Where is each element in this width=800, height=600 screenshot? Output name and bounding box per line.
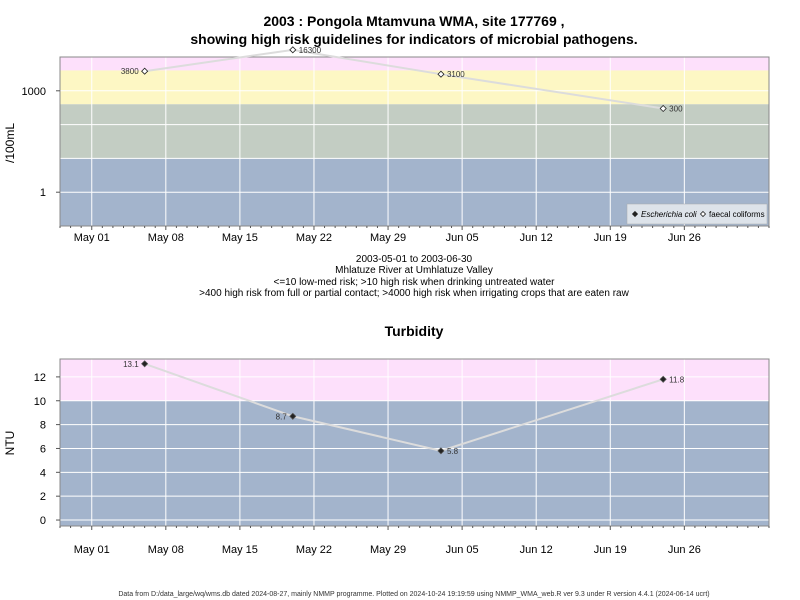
chart1-series-line (144, 48, 664, 110)
chart1-data-point (437, 70, 445, 78)
chart2-x-tick-label: May 01 (74, 544, 110, 556)
chart2-y-tick-label: 10 (34, 396, 46, 408)
chart1-data-label: 3100 (447, 70, 465, 79)
chart2-x-tick-label: May 08 (148, 544, 184, 556)
chart2-x-tick-label: Jun 12 (520, 544, 553, 556)
chart1-risk-band (60, 70, 769, 105)
chart2-y-tick-label: 2 (40, 491, 46, 503)
chart1-x-tick-label: Jun 19 (594, 232, 627, 244)
legend-box (626, 203, 768, 225)
legend-marker (631, 210, 639, 218)
chart2-frame (59, 358, 770, 527)
chart1-y-tick-label: 1000 (22, 86, 46, 98)
chart2-data-point (437, 447, 445, 455)
chart2-y-tick-label: 0 (40, 515, 46, 527)
chart1-y-tick-label: 1 (40, 187, 46, 199)
caption-site-name: Mhlatuze River at Umhlatuze Valley (335, 265, 493, 276)
chart1-risk-band (60, 57, 769, 71)
chart2-y-axis-label: NTU (3, 431, 17, 456)
chart2-data-label: 5.8 (447, 447, 459, 456)
chart1-data-label: 3800 (121, 67, 139, 76)
chart2-x-tick-label: May 22 (296, 544, 332, 556)
chart1-data-point (141, 67, 149, 75)
chart2-risk-band (60, 359, 769, 401)
chart2-data-point (289, 412, 297, 420)
chart2-data-point (141, 360, 149, 368)
chart1-x-tick-label: May 01 (74, 232, 110, 244)
caption-drinking-guideline: <=10 low-med risk; >10 high risk when dr… (274, 277, 556, 288)
legend-label: Escherichia coli (641, 210, 697, 219)
chart1-x-tick-label: May 22 (296, 232, 332, 244)
chart1-data-label: 300 (669, 104, 683, 113)
chart2-x-tick-label: Jun 19 (594, 544, 627, 556)
chart1-y-axis-label: /100mL (3, 123, 17, 163)
chart1-x-tick-label: Jun 05 (446, 232, 479, 244)
caption-date-range: 2003-05-01 to 2003-06-30 (356, 254, 473, 265)
chart2-x-tick-label: Jun 26 (668, 544, 701, 556)
chart1-x-tick-label: May 29 (370, 232, 406, 244)
chart2-y-tick-label: 4 (40, 467, 46, 479)
chart2-x-tick-label: May 15 (222, 544, 258, 556)
footer-note: Data from D:/data_large/wq/wms.db dated … (118, 591, 709, 598)
chart1-data-label: 16300 (299, 46, 322, 55)
chart1-x-tick-label: Jun 26 (668, 232, 701, 244)
chart2-plot-area: May 01 May 08 May 15 May 22 May 29 Jun 05 Jun … (34, 358, 770, 556)
chart1-data-point (659, 104, 667, 113)
chart1-legend: Escherichia coli faecal coliforms (626, 203, 768, 225)
chart2-data-point (659, 375, 667, 383)
chart2-series-line (144, 362, 664, 452)
chart1-risk-band (60, 104, 769, 159)
chart2-risk-band (60, 400, 769, 526)
chart1-title-line1: 2003 : Pongola Mtamvuna WMA, site 177769… (263, 13, 564, 29)
chart2-data-label: 13.1 (123, 360, 139, 369)
caption-contact-guideline: >400 high risk from full or partial cont… (199, 288, 629, 299)
chart1-frame (59, 56, 770, 227)
chart2-y-tick-label: 6 (40, 443, 46, 455)
chart2-x-tick-label: May 29 (370, 544, 406, 556)
chart1-data-point (289, 46, 297, 54)
chart1-x-tick-label: Jun 12 (520, 232, 553, 244)
chart1-plot-area: May 01 May 08 May 15 May 22 May 29 Jun 05 Jun … (22, 46, 770, 244)
chart1-x-tick-label: May 08 (148, 232, 184, 244)
chart1-x-tick-label: May 15 (222, 232, 258, 244)
chart1-title-line2: showing high risk guidelines for indicat… (190, 31, 637, 47)
chart2-data-label: 11.8 (669, 375, 685, 384)
chart2-title: Turbidity (385, 323, 444, 339)
legend-marker (699, 210, 707, 218)
legend-label: faecal coliforms (709, 210, 765, 219)
chart2-x-tick-label: Jun 05 (446, 544, 479, 556)
chart2-y-tick-label: 8 (40, 420, 46, 432)
chart2-data-label: 8.7 (276, 412, 288, 421)
chart2-y-tick-label: 12 (34, 372, 46, 384)
